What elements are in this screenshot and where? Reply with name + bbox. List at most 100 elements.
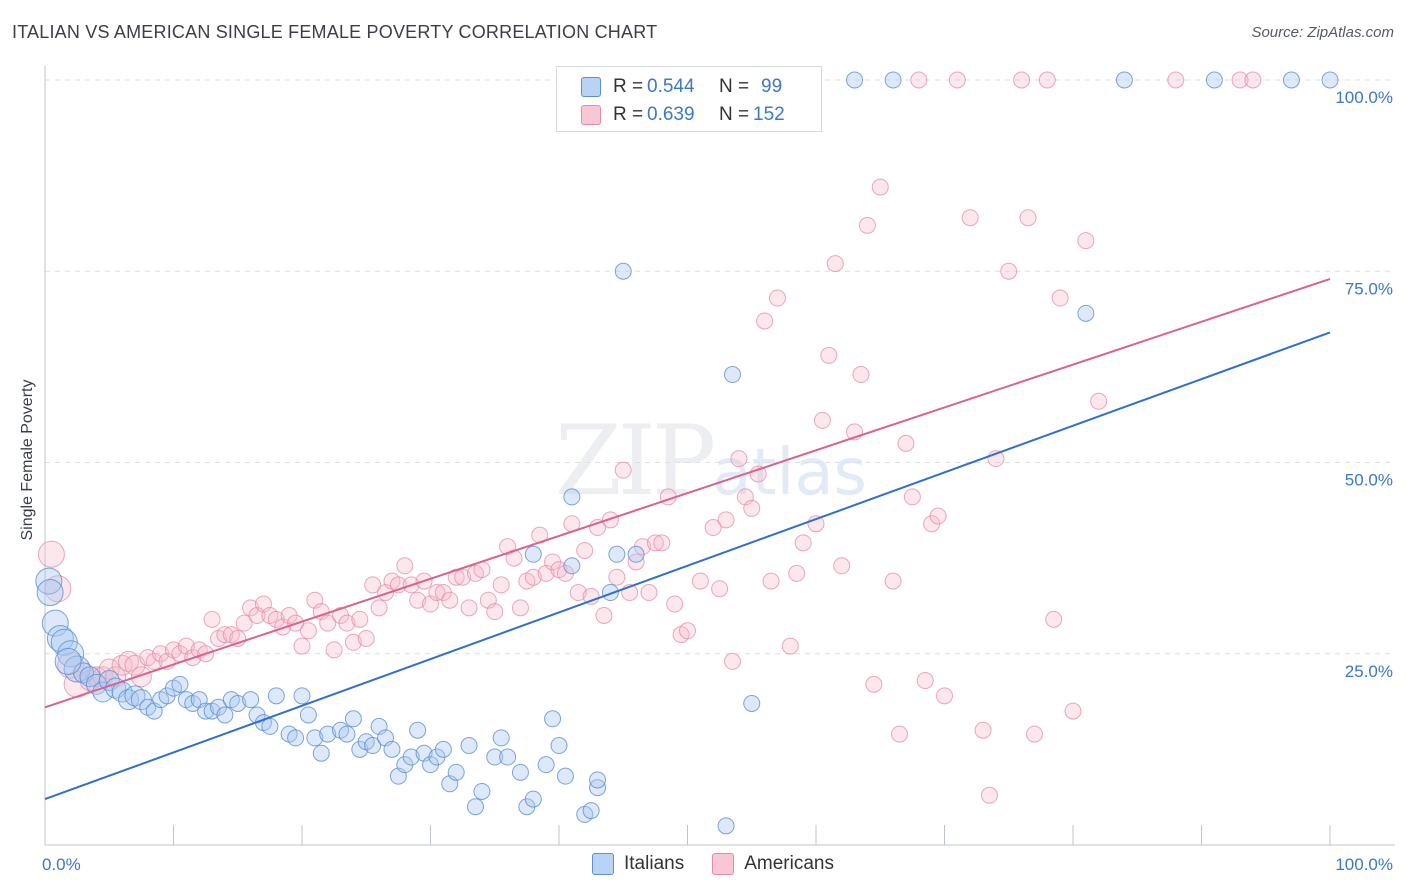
american-point [118, 650, 140, 672]
american-point [511, 599, 529, 617]
italian-point [544, 710, 562, 728]
american-point [858, 216, 876, 234]
x-tick-label: 100.0% [1335, 855, 1393, 874]
italian-point [338, 725, 356, 743]
tick-labels: 25.0% 50.0% 75.0% 100.0% 0.0% 100.0% [42, 88, 1393, 874]
grid-lines [45, 79, 1395, 655]
american-point [454, 568, 472, 586]
r-label: R = [613, 76, 644, 97]
y-tick-label: 25.0% [1345, 662, 1393, 681]
american-point [884, 572, 902, 590]
legend-row-americans: R = 0.639 N = 152 [581, 101, 785, 129]
italian-point [1077, 304, 1095, 322]
american-point [820, 346, 838, 364]
american-point [130, 666, 152, 688]
italian-point [884, 71, 902, 89]
italian-point [312, 744, 330, 762]
american-point [1231, 71, 1249, 89]
american-point [357, 629, 375, 647]
italian-point [36, 579, 64, 607]
american-point [916, 672, 934, 690]
axes [44, 66, 1395, 846]
r-value: 0.639 [647, 104, 695, 125]
legend-item-americans[interactable]: Americans [712, 853, 834, 875]
american-point [781, 637, 799, 655]
italian-point [54, 647, 82, 675]
italian-point [434, 740, 452, 758]
american-point [614, 461, 632, 479]
italian-point [242, 691, 260, 709]
american-point [679, 622, 696, 640]
american-point [756, 312, 774, 330]
american-point [980, 786, 998, 804]
american-point [653, 534, 671, 552]
italian-point [614, 262, 632, 280]
italian-point [35, 567, 63, 595]
american-point [891, 725, 909, 743]
italian-point [537, 756, 555, 774]
american-point [203, 610, 221, 628]
y-tick-label: 50.0% [1345, 471, 1393, 490]
italian-point [293, 687, 311, 705]
italian-point [197, 702, 215, 720]
italian-point [1282, 71, 1300, 89]
italian-point [511, 763, 529, 781]
americans-trend-line [44, 277, 1331, 709]
american-point [428, 584, 446, 602]
n-value: 152 [753, 104, 785, 125]
italian-point [460, 737, 478, 755]
r-value: 0.544 [647, 76, 695, 97]
italians-points [35, 71, 1339, 835]
italians-swatch [581, 77, 601, 97]
italian-point [447, 763, 465, 781]
y-tick-label: 75.0% [1345, 279, 1393, 298]
american-point [948, 71, 966, 89]
american-point [299, 622, 317, 640]
italian-point [723, 366, 741, 384]
italian-point [1321, 71, 1339, 89]
american-point [601, 511, 619, 529]
italian-point [524, 790, 542, 808]
italians-trend-line [44, 331, 1331, 801]
american-point [338, 614, 356, 632]
american-point [370, 599, 388, 617]
y-tick-label: 100.0% [1335, 88, 1393, 107]
american-point [524, 568, 542, 586]
americans-points [37, 71, 1262, 804]
american-point [460, 599, 478, 617]
american-point [1051, 289, 1069, 307]
american-point [794, 534, 812, 552]
american-point [743, 499, 761, 517]
legend-label: Americans [744, 853, 834, 874]
italian-point [601, 584, 619, 602]
american-point [351, 610, 369, 628]
italian-point [216, 706, 234, 724]
american-point [486, 603, 504, 621]
italian-point [492, 729, 510, 747]
italian-point [344, 710, 362, 728]
italian-point [582, 802, 600, 820]
american-point [768, 289, 786, 307]
american-point [704, 519, 722, 537]
italian-point [608, 545, 626, 563]
italian-point [743, 694, 761, 712]
american-point [1019, 209, 1037, 227]
italian-point [124, 685, 146, 707]
legend-label: Italians [624, 853, 685, 874]
american-point [1038, 71, 1056, 89]
american-point [826, 255, 844, 273]
american-point [216, 626, 234, 644]
italian-point [383, 740, 401, 758]
american-point [1167, 71, 1185, 89]
american-point [871, 178, 889, 196]
legend-item-italians[interactable]: Italians [592, 853, 684, 875]
american-point [646, 534, 664, 552]
american-point [111, 654, 133, 676]
americans-swatch [581, 105, 601, 125]
italian-point [589, 771, 607, 789]
american-point [409, 591, 427, 609]
american-point [730, 450, 748, 468]
n-value: 99 [761, 76, 783, 97]
italian-point [409, 721, 427, 739]
italian-point [486, 748, 504, 766]
